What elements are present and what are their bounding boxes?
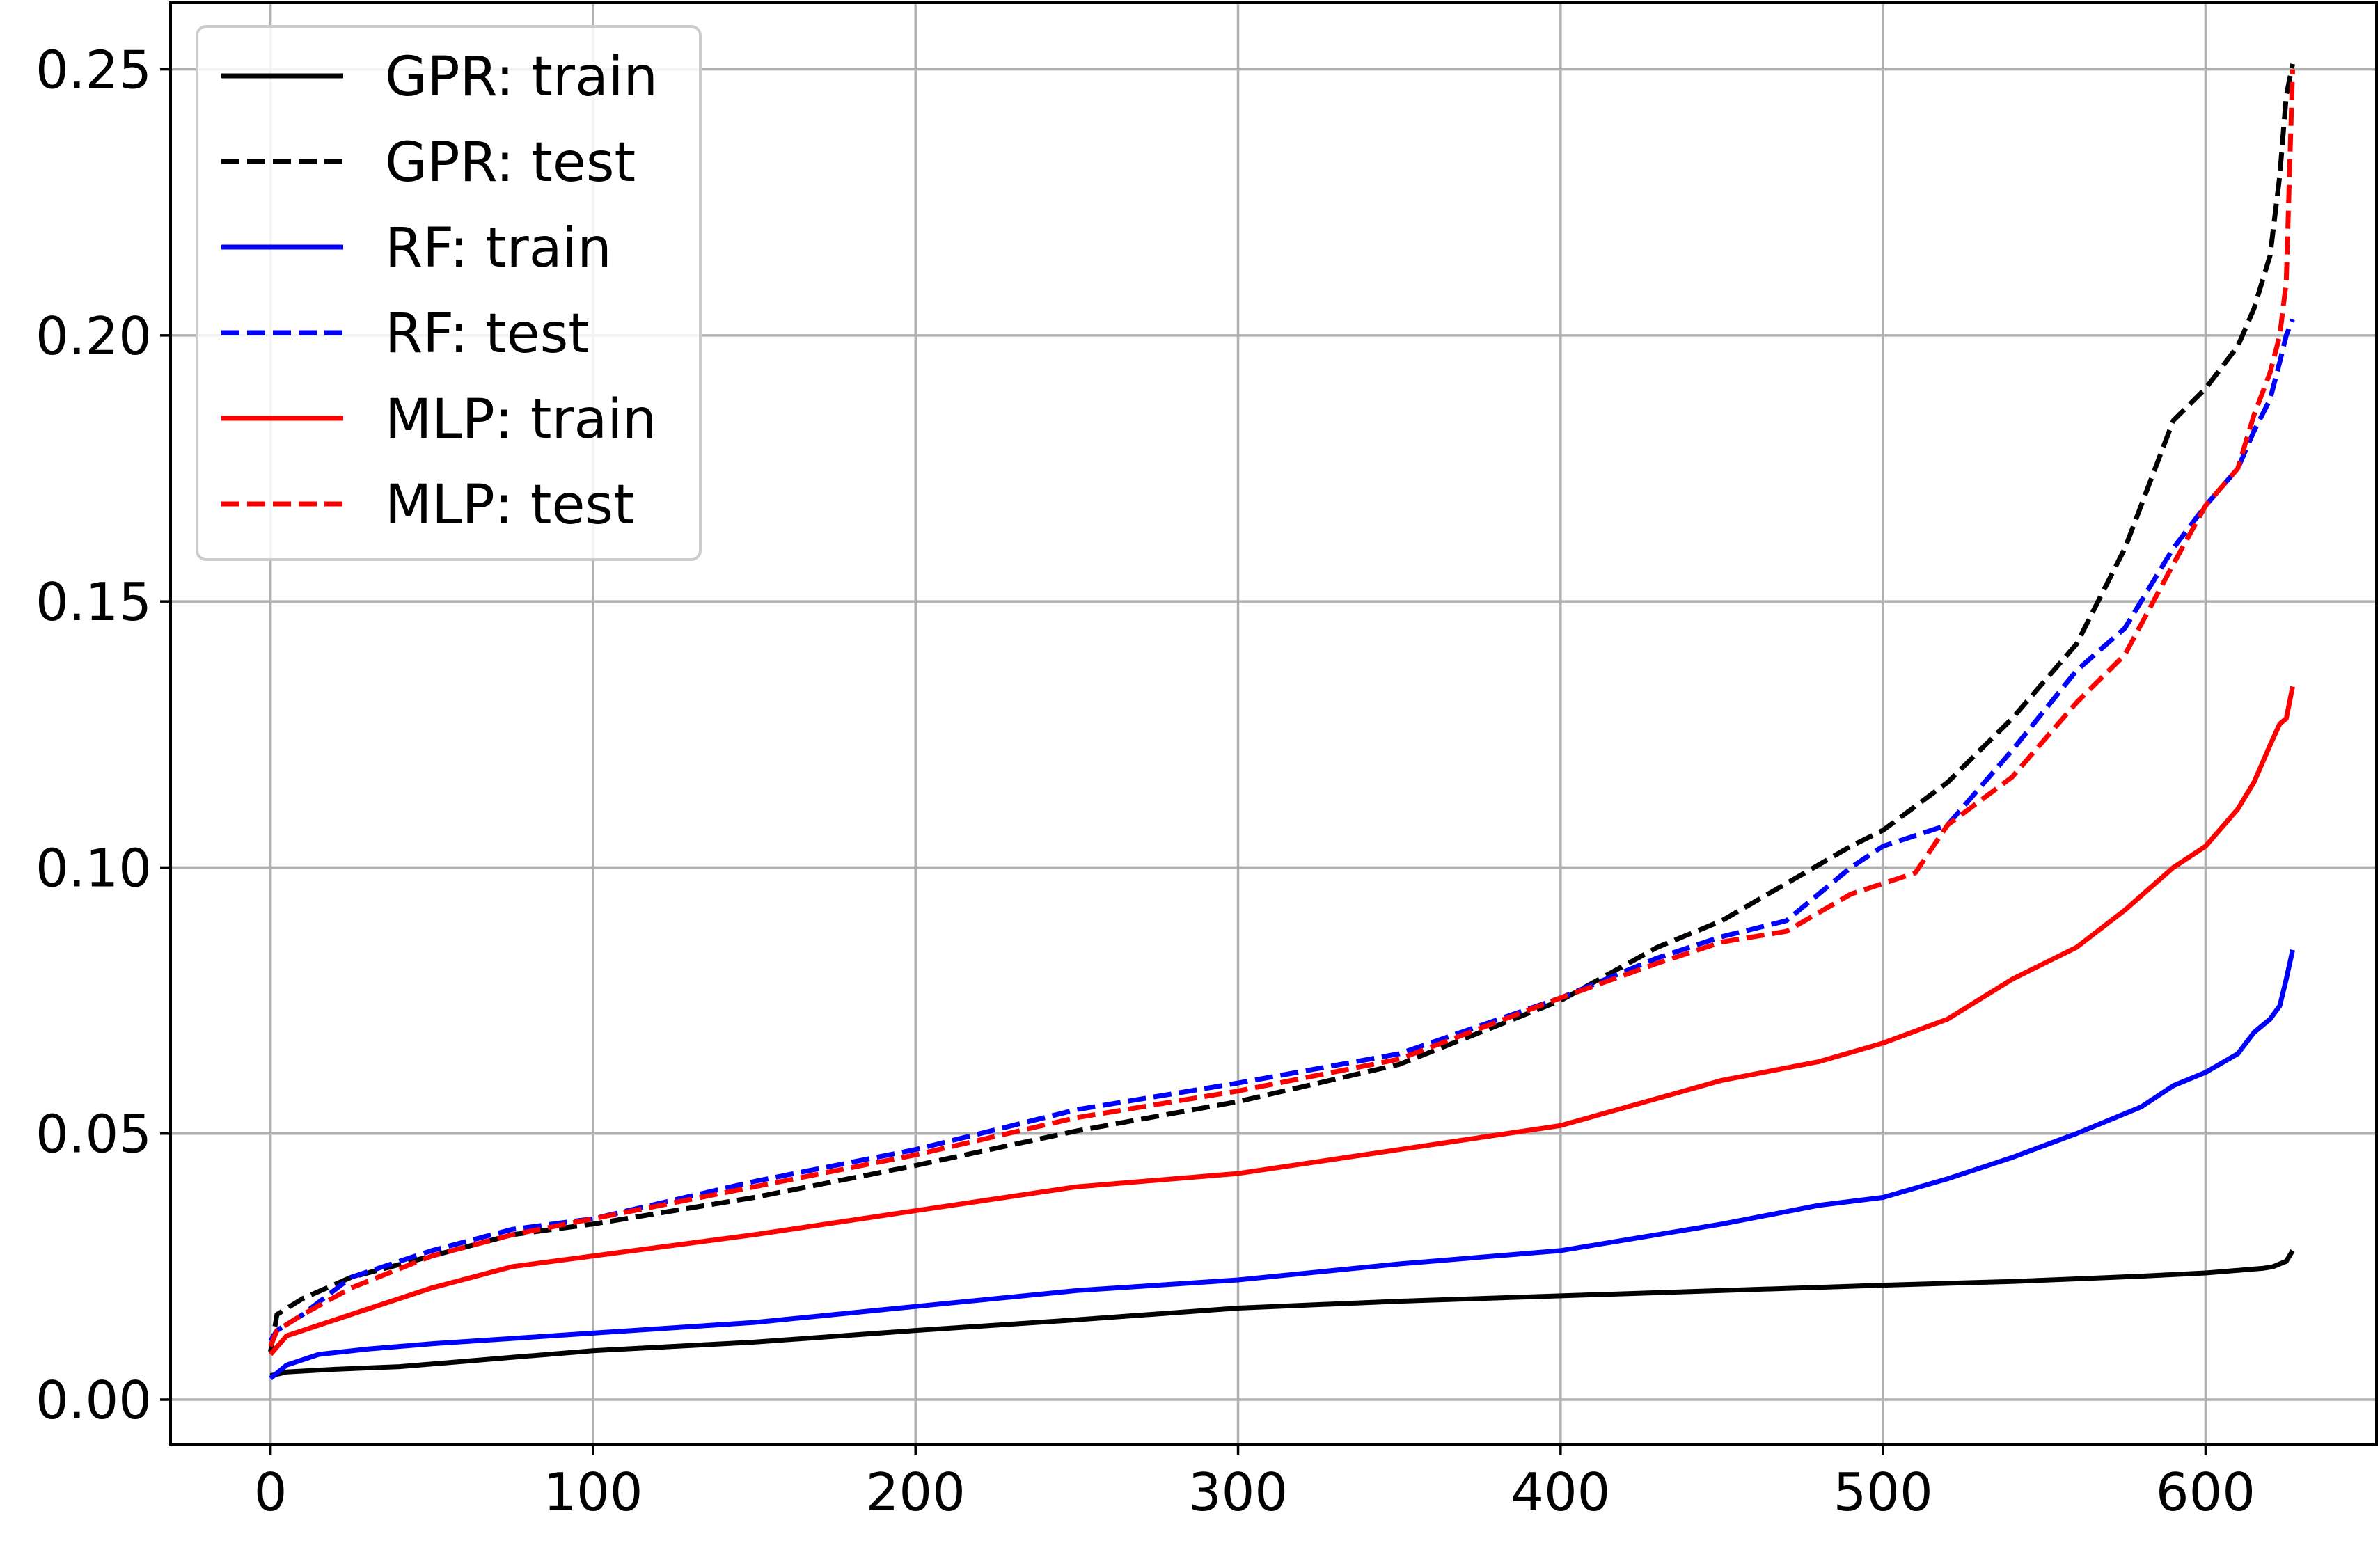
- x-tick-label: 400: [1511, 1462, 1610, 1523]
- legend-box: [196, 25, 702, 561]
- y-tick-label: 0.25: [36, 40, 152, 101]
- y-tick-label: 0.15: [36, 571, 152, 633]
- legend-label: GPR: test: [385, 132, 636, 194]
- legend-label: RF: train: [385, 217, 612, 280]
- legend: GPR: train GPR: test RF: train RF: test MLP:…: [196, 25, 702, 561]
- axis-ticks: 0 100 200 300 400 500 600 0.00 0.05 0.10 0.15 0.20 0…: [36, 40, 2255, 1523]
- legend-label: RF: test: [385, 303, 590, 365]
- series-line: [268, 69, 2295, 1347]
- y-tick-label: 0.05: [36, 1104, 152, 1165]
- x-tick-label: 300: [1188, 1462, 1288, 1523]
- legend-label: MLP: train: [385, 388, 656, 451]
- grid-lines: [171, 3, 2377, 1445]
- legend-label: MLP: test: [385, 474, 635, 537]
- y-tick-label: 0.20: [36, 306, 152, 367]
- x-tick-label: 0: [254, 1462, 287, 1523]
- legend-label: GPR: train: [385, 46, 658, 109]
- series-line: [269, 1249, 2295, 1379]
- y-tick-label: 0.00: [36, 1370, 152, 1431]
- x-tick-label: 200: [866, 1462, 966, 1523]
- plot-frame: [169, 1, 2378, 1446]
- x-tick-label: 100: [543, 1462, 643, 1523]
- x-tick-label: 600: [2156, 1462, 2255, 1523]
- series-line: [269, 949, 2295, 1381]
- series-lines: [268, 63, 2295, 1381]
- x-tick-label: 500: [1834, 1462, 1933, 1523]
- y-tick-label: 0.10: [36, 837, 152, 899]
- series-line: [268, 686, 2295, 1356]
